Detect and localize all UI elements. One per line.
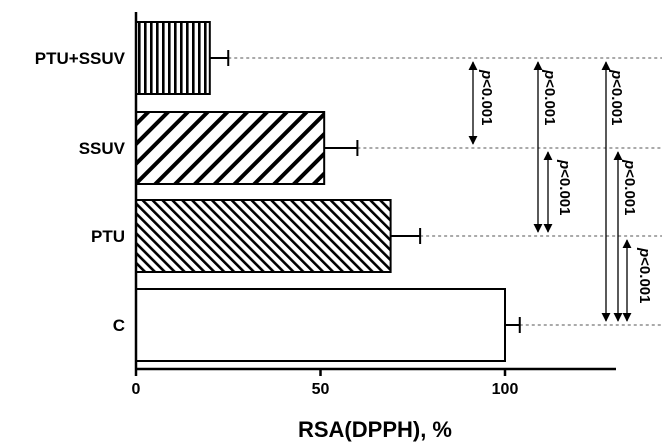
comparison-ptu-vs-c: p<0.001: [622, 239, 653, 322]
comparison-ptu-ssuv-vs-ptu: p<0.001: [533, 61, 558, 233]
x-tick-label-0: 0: [132, 381, 141, 398]
x-tick-label-50: 50: [312, 381, 330, 398]
x-ticks: 0 50 100: [132, 369, 519, 398]
comparison-ssuv-vs-c: p<0.001: [613, 151, 638, 322]
bar-ptu-ssuv: [135, 21, 211, 95]
p-value-label: p<0.001: [621, 159, 638, 215]
p-value-label: p<0.001: [541, 69, 558, 125]
category-label-ssuv: SSUV: [79, 139, 126, 158]
category-label-ptu-ssuv: PTU+SSUV: [35, 49, 126, 68]
comparison-ssuv-vs-ptu: p<0.001: [543, 151, 573, 233]
category-label-ptu: PTU: [91, 227, 125, 246]
bar-ssuv: [135, 111, 326, 185]
bar-ptu: [135, 199, 392, 273]
bars: [135, 21, 506, 362]
axes: [134, 12, 616, 371]
guide-lines: [228, 57, 662, 326]
p-value-label: p<0.001: [556, 159, 573, 215]
error-bars: [209, 50, 521, 333]
x-axis-title: RSA(DPPH), %: [298, 417, 452, 442]
comparison-ptu-ssuv-vs-c: p<0.001: [601, 61, 625, 322]
p-value-label: p<0.001: [608, 69, 625, 125]
comparison-ptu-ssuv-vs-ssuv: p<0.001: [468, 61, 495, 145]
p-value-label: p<0.001: [478, 69, 495, 125]
category-labels: PTU+SSUV SSUV PTU C: [35, 49, 126, 335]
significance-comparisons: p<0.001 p<0.001 p<0.001 p<0.001 p<0.001 p<0.0…: [468, 61, 653, 322]
category-label-c: C: [113, 316, 125, 335]
bar-c: [135, 288, 506, 362]
x-tick-label-100: 100: [492, 381, 519, 398]
p-value-label: p<0.001: [636, 247, 653, 303]
